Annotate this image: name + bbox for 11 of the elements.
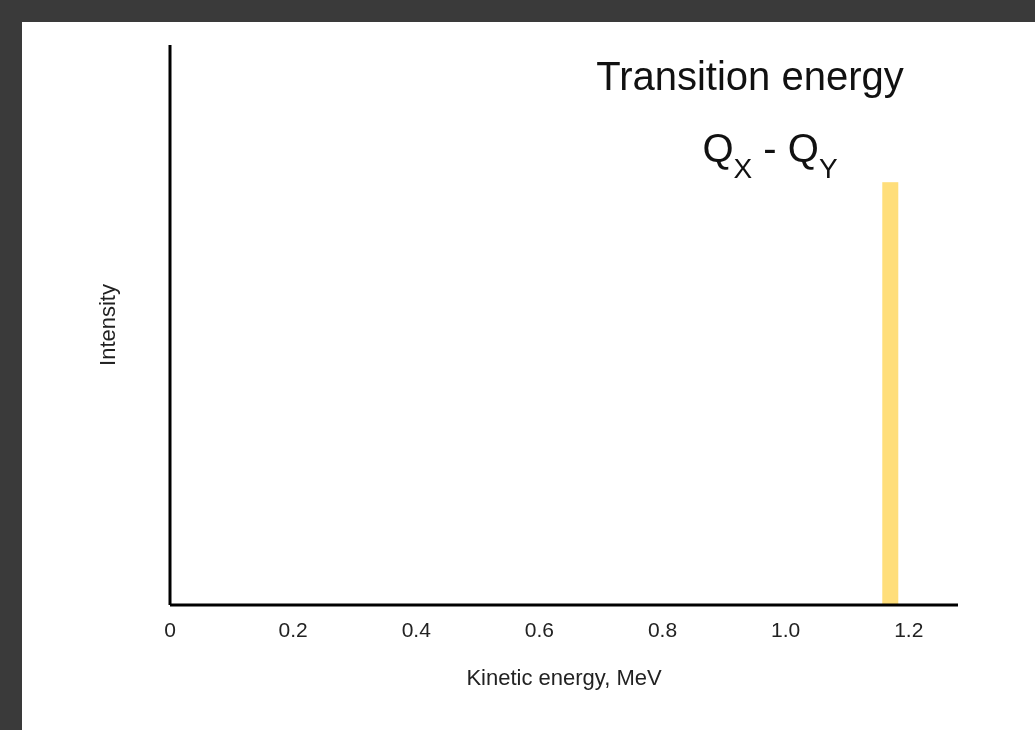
x-tick-label: 0 (164, 618, 176, 641)
x-tick-label: 0.6 (524, 618, 554, 641)
x-axis-title: Kinetic energy, MeV (466, 665, 662, 690)
x-tick-label: 0.2 (278, 618, 308, 641)
x-tick-label: 0.8 (647, 618, 678, 641)
x-tick-label: 1.0 (771, 618, 801, 641)
annotation: Q$_{X}$ - Q$_{Y}$ (702, 126, 838, 184)
x-tick-label: 0.4 (401, 618, 432, 641)
x-tick-label: 1.2 (894, 618, 924, 641)
y-axis-title: Intensity (95, 284, 120, 366)
text: Transition energy (596, 54, 904, 98)
